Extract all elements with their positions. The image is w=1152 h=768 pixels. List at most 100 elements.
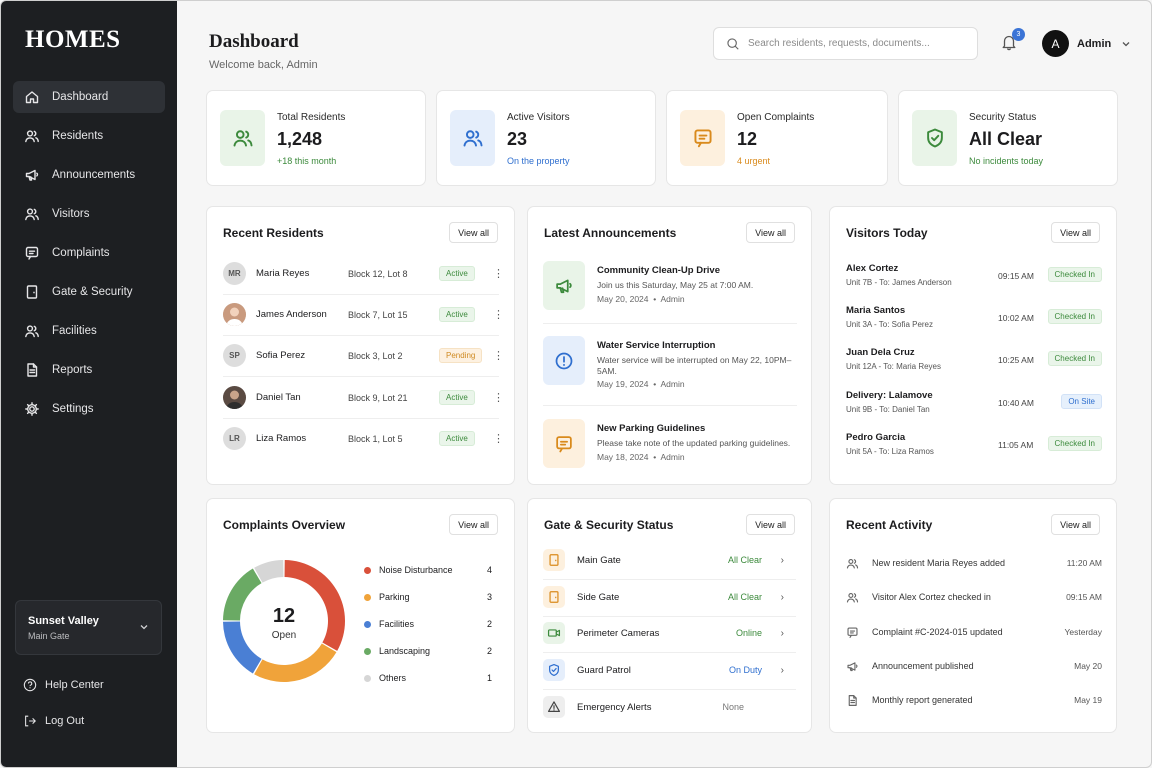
visitor-name: Maria Santos: [846, 305, 906, 316]
shield-check-icon: [543, 659, 565, 681]
legend-label: Landscaping: [379, 646, 431, 656]
chevron-right-icon[interactable]: ›: [780, 627, 784, 639]
more-options-icon[interactable]: ⋮: [493, 350, 504, 362]
more-options-icon[interactable]: ⋮: [493, 268, 504, 280]
sidebar-item-announcements[interactable]: Announcements: [13, 159, 165, 191]
stat-note: No incidents today: [969, 156, 1044, 166]
visitor-item[interactable]: Pedro Garcia Unit 5A - To: Liza Ramos 11:0…: [846, 432, 1102, 462]
search-input[interactable]: [748, 38, 968, 49]
search-box[interactable]: [713, 27, 978, 60]
divider: [223, 418, 499, 419]
donut-total-label: Open: [271, 630, 297, 641]
logout-label: Log Out: [45, 715, 85, 727]
stat-card-active-visitors[interactable]: Active Visitors 23 On the property: [436, 90, 656, 186]
table-row[interactable]: MR Maria Reyes Block 12, Lot 8 Active ⋮: [223, 253, 504, 294]
gate-name: Side Gate: [577, 591, 620, 603]
visitor-time: 10:25 AM: [998, 355, 1034, 365]
stat-label: Open Complaints: [737, 112, 815, 123]
notification-count-badge: 3: [1012, 28, 1025, 41]
stat-card-total-residents[interactable]: Total Residents 1,248 +18 this month: [206, 90, 426, 186]
view-all-announcements-button[interactable]: View all: [746, 222, 795, 243]
sidebar-item-settings[interactable]: Settings: [13, 393, 165, 425]
donut-slice-others[interactable]: [254, 560, 284, 583]
legend-item: Noise Disturbance 4: [364, 563, 492, 577]
status-badge: Active: [439, 307, 475, 322]
visitor-name: Delivery: Lalamove: [846, 390, 933, 401]
view-all-residents-button[interactable]: View all: [449, 222, 498, 243]
sidebar-item-label: Visitors: [52, 208, 90, 220]
user-menu[interactable]: A Admin: [1042, 30, 1131, 57]
meta-separator: •: [648, 379, 661, 389]
help-center-link[interactable]: Help Center: [23, 678, 163, 692]
gate-status-item[interactable]: Side Gate All Clear ›: [543, 585, 784, 609]
chevron-right-icon[interactable]: ›: [780, 664, 784, 676]
sidebar-item-residents[interactable]: Residents: [13, 120, 165, 152]
alert-triangle-icon: [543, 696, 565, 718]
legend-swatch: [364, 674, 371, 682]
gate-status-item[interactable]: Emergency Alerts None: [543, 695, 784, 719]
sidebar-item-gate-security[interactable]: Gate & Security: [13, 276, 165, 308]
sidebar-item-label: Complaints: [52, 247, 110, 259]
bell-icon[interactable]: [1000, 33, 1018, 51]
view-all-activity-button[interactable]: View all: [1051, 514, 1100, 535]
sidebar-item-label: Dashboard: [52, 91, 109, 103]
gate-status-item[interactable]: Guard Patrol On Duty ›: [543, 658, 784, 682]
gate-name: Perimeter Cameras: [577, 627, 660, 639]
donut-slice-landscaping[interactable]: [223, 568, 262, 621]
user-name: Admin: [1077, 37, 1112, 50]
donut-slice-facilities[interactable]: [223, 621, 262, 674]
activity-text: Monthly report generated: [872, 695, 973, 705]
visitor-item[interactable]: Delivery: Lalamove Unit 9B - To: Daniel T…: [846, 390, 1102, 420]
gate-status-item[interactable]: Main Gate All Clear ›: [543, 548, 784, 572]
donut-slice-parking[interactable]: [254, 643, 337, 682]
activity-item: Visitor Alex Cortez checked in 09:15 AM: [846, 589, 1102, 605]
announcement-title: Community Clean-Up Drive: [597, 265, 720, 276]
users-icon: [24, 206, 40, 222]
gate-status-item[interactable]: Perimeter Cameras Online ›: [543, 621, 784, 645]
sidebar-item-visitors[interactable]: Visitors: [13, 198, 165, 230]
sidebar-item-label: Residents: [52, 130, 104, 142]
gear-icon: [24, 401, 40, 417]
users-icon: [24, 323, 40, 339]
more-options-icon[interactable]: ⋮: [493, 433, 504, 445]
more-options-icon[interactable]: ⋮: [493, 392, 504, 404]
table-row[interactable]: SP Sofia Perez Block 3, Lot 2 Pending ⋮: [223, 335, 504, 376]
chevron-right-icon[interactable]: ›: [780, 554, 784, 566]
stat-card-open-complaints[interactable]: Open Complaints 12 4 urgent: [666, 90, 888, 186]
visitor-item[interactable]: Alex Cortez Unit 7B - To: James Anderson 0…: [846, 263, 1102, 293]
status-badge: Checked In: [1047, 351, 1102, 366]
shield-check-icon: [912, 110, 957, 166]
visitor-item[interactable]: Maria Santos Unit 3A - To: Sofia Perez 10:…: [846, 305, 1102, 335]
sidebar-item-facilities[interactable]: Facilities: [13, 315, 165, 347]
chevron-right-icon[interactable]: ›: [780, 591, 784, 603]
complaints-overview-title: Complaints Overview: [223, 518, 346, 532]
resident-block: Block 3, Lot 2: [348, 350, 403, 361]
legend-swatch: [364, 620, 371, 628]
view-all-visitors-button[interactable]: View all: [1051, 222, 1100, 243]
resident-name: James Anderson: [256, 309, 327, 320]
stat-value: 12: [737, 129, 758, 149]
gate-status: None: [722, 702, 744, 712]
sidebar-item-reports[interactable]: Reports: [13, 354, 165, 386]
chevron-down-icon: [1122, 41, 1130, 46]
users-icon: [220, 110, 265, 166]
divider: [223, 335, 499, 336]
sidebar-nav: Dashboard Residents Announcements Visitors C…: [13, 81, 165, 432]
stat-card-security-status[interactable]: Security Status All Clear No incidents tod…: [898, 90, 1118, 186]
table-row[interactable]: James Anderson Block 7, Lot 15 Active ⋮: [223, 294, 504, 335]
donut-slice-noise-disturbance[interactable]: [284, 560, 345, 651]
visitor-name: Juan Dela Cruz: [846, 347, 915, 358]
visitor-name: Pedro Garcia: [846, 432, 906, 443]
logout-link[interactable]: Log Out: [23, 714, 163, 728]
gate-status: All Clear: [727, 555, 762, 565]
table-row[interactable]: LR Liza Ramos Block 1, Lot 5 Active ⋮: [223, 418, 504, 459]
visitor-item[interactable]: Juan Dela Cruz Unit 12A - To: Maria Reyes…: [846, 347, 1102, 377]
community-switcher[interactable]: Sunset Valley Main Gate: [15, 600, 162, 655]
more-options-icon[interactable]: ⋮: [493, 309, 504, 321]
view-all-gate-button[interactable]: View all: [746, 514, 795, 535]
table-row[interactable]: Daniel Tan Block 9, Lot 21 Active ⋮: [223, 377, 504, 418]
view-all-complaints-button[interactable]: View all: [449, 514, 498, 535]
sidebar-item-complaints[interactable]: Complaints: [13, 237, 165, 269]
sidebar-item-dashboard[interactable]: Dashboard: [13, 81, 165, 113]
